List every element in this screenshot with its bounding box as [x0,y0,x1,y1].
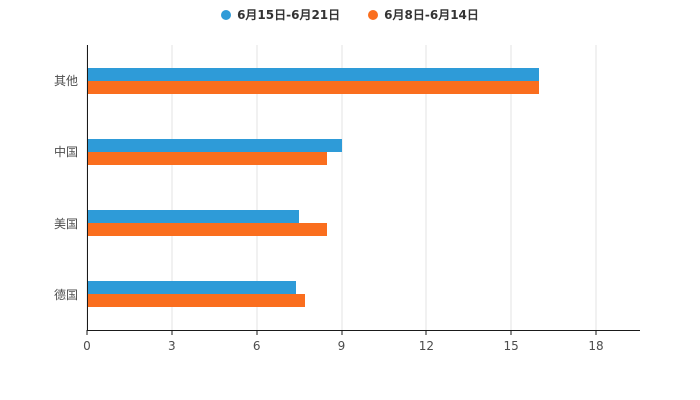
bar-series-0[interactable] [87,210,300,224]
legend-label: 6月8日-6月14日 [384,8,479,22]
bar-series-1[interactable] [87,151,328,165]
bar-groups: 其他 中国 美国 德国 [54,45,596,330]
gridline [595,45,597,330]
gridline [510,45,512,330]
gridline [425,45,427,330]
bar-group: 德国 [54,259,596,330]
x-tick-label: 12 [418,339,434,353]
category-label: 德国 [53,287,78,302]
legend-label: 6月15日-6月21日 [237,8,341,22]
legend: 6月15日-6月21日 6月8日-6月14日 [0,6,700,23]
plot-area: 其他中国美国德国 0 3 6 9 12 15 18 [54,45,640,353]
x-tick-label: 15 [503,339,519,353]
bar-group: 美国 [54,188,596,259]
legend-marker-icon [368,9,379,20]
category-label: 中国 [53,145,78,160]
x-tick-mark [86,330,88,335]
bar-stack [87,138,596,165]
gridline [341,45,342,330]
x-tick-mark [595,330,597,335]
x-tick-label: 6 [252,339,261,353]
x-tick-mark [510,330,512,335]
category-label: 美国 [53,216,78,231]
category-label: 其他 [53,74,78,89]
bar-series-0[interactable] [87,138,342,152]
bar-stack [87,210,596,237]
bar-group: 中国 [54,116,596,187]
legend-marker-icon [221,9,232,20]
bar-stack [87,281,596,308]
bar-series-0[interactable] [87,281,297,295]
gridline [171,45,173,330]
y-axis-line [87,45,88,330]
bar-group: 其他 [54,45,596,116]
x-tick-mark [341,330,342,335]
x-tick-label: 18 [588,339,604,353]
x-tick-label: 0 [83,339,91,353]
bar-series-1[interactable] [87,223,328,237]
bar-stack [87,67,596,94]
x-tick-mark [256,330,258,335]
x-tick-label: 3 [168,339,176,353]
legend-item[interactable]: 6月15日-6月21日 [221,6,340,23]
x-tick-label: 9 [337,339,346,353]
x-tick-mark [171,330,173,335]
legend-item[interactable]: 6月8日-6月14日 [368,6,479,23]
bar-series-1[interactable] [87,80,540,94]
bar-series-1[interactable] [87,294,305,308]
bar-series-0[interactable] [87,67,540,81]
x-axis-line [87,330,640,331]
gridline [256,45,258,330]
x-tick-mark [425,330,427,335]
